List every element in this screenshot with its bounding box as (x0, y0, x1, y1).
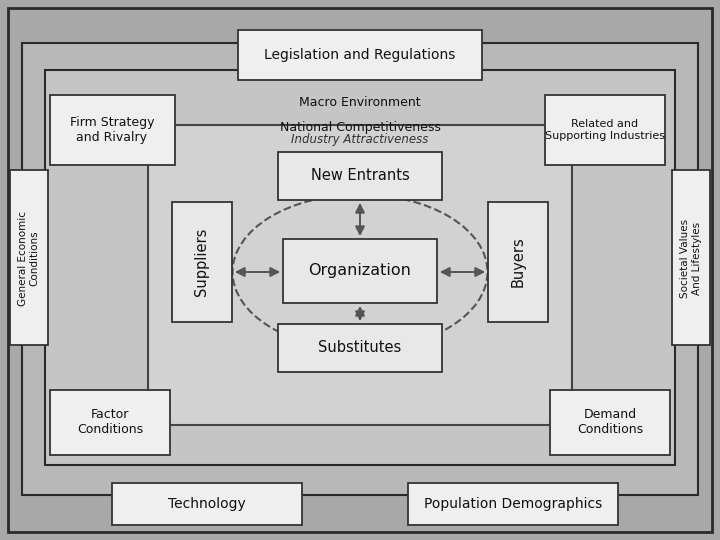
Bar (278, 152, 442, 200)
Text: National Competitiveness: National Competitiveness (279, 122, 441, 134)
Text: Technology: Technology (168, 497, 246, 511)
Bar (550, 390, 670, 455)
FancyBboxPatch shape (148, 125, 572, 425)
Bar (672, 170, 710, 345)
Text: Legislation and Regulations: Legislation and Regulations (264, 48, 456, 62)
Bar (10, 170, 48, 345)
Text: Organization: Organization (309, 264, 411, 279)
Bar (283, 239, 437, 303)
Bar (50, 390, 170, 455)
Text: Buyers: Buyers (510, 237, 526, 287)
Text: Related and
Supporting Industries: Related and Supporting Industries (545, 119, 665, 141)
Bar (408, 483, 618, 525)
Text: Substitutes: Substitutes (318, 341, 402, 355)
Text: Firm Strategy
and Rivalry: Firm Strategy and Rivalry (70, 116, 154, 144)
Text: General Economic
Conditions: General Economic Conditions (18, 211, 40, 306)
Bar (545, 95, 665, 165)
Text: Suppliers: Suppliers (194, 228, 210, 296)
Bar (112, 483, 302, 525)
Text: New Entrants: New Entrants (310, 168, 410, 184)
Bar (50, 95, 175, 165)
Text: Factor
Conditions: Factor Conditions (77, 408, 143, 436)
Text: Demand
Conditions: Demand Conditions (577, 408, 643, 436)
Text: Macro Environment: Macro Environment (300, 96, 420, 109)
Bar (45, 70, 675, 465)
Text: Societal Values
And Lifestyles: Societal Values And Lifestyles (680, 219, 702, 298)
Bar (22, 43, 698, 495)
Bar (278, 324, 442, 372)
Bar (488, 202, 548, 322)
Text: Industry Attractiveness: Industry Attractiveness (292, 133, 428, 146)
Bar (238, 30, 482, 80)
Bar (172, 202, 232, 322)
Text: Population Demographics: Population Demographics (424, 497, 602, 511)
